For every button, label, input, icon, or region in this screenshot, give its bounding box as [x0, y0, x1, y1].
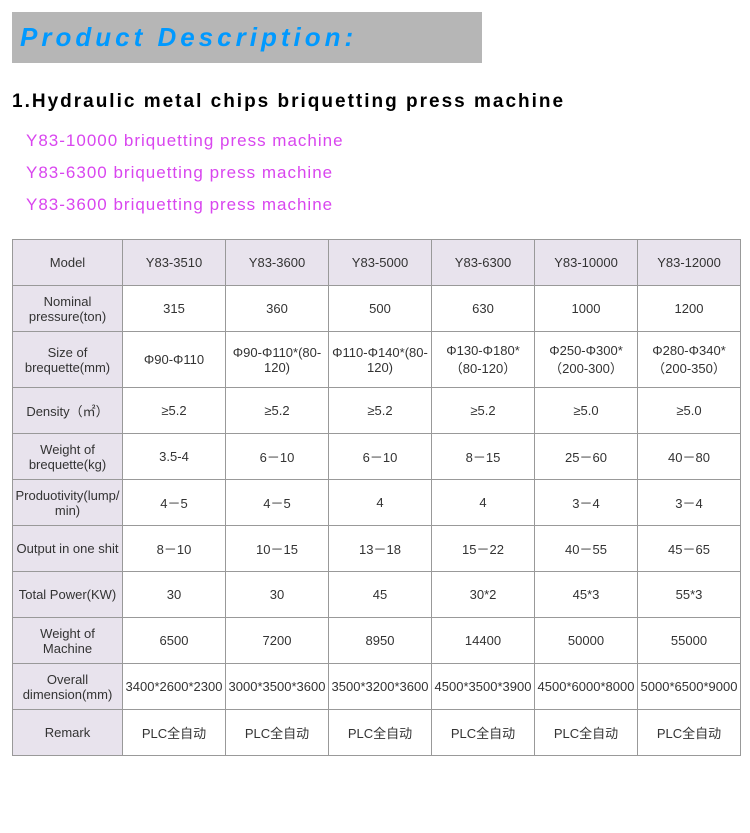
row-label: Output in one shit: [13, 526, 123, 572]
table-row: Overall dimension(mm) 3400*2600*2300 300…: [13, 664, 741, 710]
table-col-header: Y83-12000: [638, 240, 741, 286]
table-cell: 500: [329, 286, 432, 332]
row-label: Density（㎡）: [13, 388, 123, 434]
table-row: Density（㎡） ≥5.2 ≥5.2 ≥5.2 ≥5.2 ≥5.0 ≥5.0: [13, 388, 741, 434]
row-label: Nominal pressure(ton): [13, 286, 123, 332]
row-label: Overall dimension(mm): [13, 664, 123, 710]
table-cell: 5000*6500*9000: [638, 664, 741, 710]
table-corner-header: Model: [13, 240, 123, 286]
table-cell: 45－65: [638, 526, 741, 572]
table-body: Nominal pressure(ton) 315 360 500 630 10…: [13, 286, 741, 756]
table-cell: 15－22: [432, 526, 535, 572]
table-cell: 4－5: [123, 480, 226, 526]
table-cell: Φ90-Φ110*(80-120): [226, 332, 329, 388]
row-label: Remark: [13, 710, 123, 756]
table-cell: Φ130-Φ180*（80-120）: [432, 332, 535, 388]
table-cell: 4500*6000*8000: [535, 664, 638, 710]
section-title: 1.Hydraulic metal chips briquetting pres…: [12, 91, 738, 113]
table-cell: 1200: [638, 286, 741, 332]
table-cell: 25－60: [535, 434, 638, 480]
table-row: Weight of Machine 6500 7200 8950 14400 5…: [13, 618, 741, 664]
table-row: Weight of brequette(kg) 3.5-4 6－10 6－10 …: [13, 434, 741, 480]
table-row: Size of brequette(mm) Φ90-Φ110 Φ90-Φ110*…: [13, 332, 741, 388]
table-cell: 13－18: [329, 526, 432, 572]
product-link[interactable]: Y83-6300 briquetting press machine: [26, 163, 738, 183]
table-cell: PLC全自动: [123, 710, 226, 756]
product-link[interactable]: Y83-10000 briquetting press machine: [26, 131, 738, 151]
table-cell: 55*3: [638, 572, 741, 618]
table-cell: 8－15: [432, 434, 535, 480]
table-cell: 630: [432, 286, 535, 332]
table-cell: 45*3: [535, 572, 638, 618]
table-cell: 4: [432, 480, 535, 526]
table-cell: 3000*3500*3600: [226, 664, 329, 710]
link-list: Y83-10000 briquetting press machine Y83-…: [26, 131, 738, 215]
table-cell: 6500: [123, 618, 226, 664]
row-label: Total Power(KW): [13, 572, 123, 618]
table-cell: 360: [226, 286, 329, 332]
table-cell: 40－80: [638, 434, 741, 480]
table-cell: 4－5: [226, 480, 329, 526]
table-cell: 50000: [535, 618, 638, 664]
table-cell: 14400: [432, 618, 535, 664]
table-cell: 55000: [638, 618, 741, 664]
table-header-row: Model Y83-3510 Y83-3600 Y83-5000 Y83-630…: [13, 240, 741, 286]
table-row: Output in one shit 8－10 10－15 13－18 15－2…: [13, 526, 741, 572]
table-cell: 4: [329, 480, 432, 526]
table-cell: 1000: [535, 286, 638, 332]
header-banner: Product Description:: [12, 12, 482, 63]
table-cell: ≥5.2: [123, 388, 226, 434]
table-cell: PLC全自动: [329, 710, 432, 756]
table-cell: Φ110-Φ140*(80-120): [329, 332, 432, 388]
table-cell: ≥5.2: [432, 388, 535, 434]
table-cell: ≥5.2: [329, 388, 432, 434]
table-row: Total Power(KW) 30 30 45 30*2 45*3 55*3: [13, 572, 741, 618]
table-col-header: Y83-6300: [432, 240, 535, 286]
table-cell: 315: [123, 286, 226, 332]
table-cell: 6－10: [329, 434, 432, 480]
table-cell: Φ280-Φ340*（200-350）: [638, 332, 741, 388]
table-cell: PLC全自动: [535, 710, 638, 756]
row-label: Weight of Machine: [13, 618, 123, 664]
table-col-header: Y83-10000: [535, 240, 638, 286]
table-cell: 4500*3500*3900: [432, 664, 535, 710]
table-cell: PLC全自动: [432, 710, 535, 756]
table-cell: ≥5.0: [638, 388, 741, 434]
table-cell: PLC全自动: [226, 710, 329, 756]
table-cell: 10－15: [226, 526, 329, 572]
table-cell: 40－55: [535, 526, 638, 572]
table-cell: 30*2: [432, 572, 535, 618]
table-col-header: Y83-3510: [123, 240, 226, 286]
table-cell: 3400*2600*2300: [123, 664, 226, 710]
table-cell: 3.5-4: [123, 434, 226, 480]
row-label: Size of brequette(mm): [13, 332, 123, 388]
table-cell: 3－4: [535, 480, 638, 526]
table-cell: ≥5.0: [535, 388, 638, 434]
table-cell: 8950: [329, 618, 432, 664]
table-cell: 6－10: [226, 434, 329, 480]
table-cell: 30: [123, 572, 226, 618]
table-col-header: Y83-5000: [329, 240, 432, 286]
row-label: Produotivity(lump/min): [13, 480, 123, 526]
spec-table: Model Y83-3510 Y83-3600 Y83-5000 Y83-630…: [12, 239, 741, 756]
table-cell: ≥5.2: [226, 388, 329, 434]
table-cell: 7200: [226, 618, 329, 664]
table-cell: 3500*3200*3600: [329, 664, 432, 710]
table-cell: Φ250-Φ300*（200-300）: [535, 332, 638, 388]
table-cell: 8－10: [123, 526, 226, 572]
table-cell: 3－4: [638, 480, 741, 526]
table-row: Remark PLC全自动 PLC全自动 PLC全自动 PLC全自动 PLC全自…: [13, 710, 741, 756]
table-row: Nominal pressure(ton) 315 360 500 630 10…: [13, 286, 741, 332]
product-link[interactable]: Y83-3600 briquetting press machine: [26, 195, 738, 215]
page-title: Product Description:: [20, 22, 482, 53]
table-cell: Φ90-Φ110: [123, 332, 226, 388]
table-cell: 30: [226, 572, 329, 618]
table-cell: PLC全自动: [638, 710, 741, 756]
table-cell: 45: [329, 572, 432, 618]
table-col-header: Y83-3600: [226, 240, 329, 286]
table-row: Produotivity(lump/min) 4－5 4－5 4 4 3－4 3…: [13, 480, 741, 526]
row-label: Weight of brequette(kg): [13, 434, 123, 480]
